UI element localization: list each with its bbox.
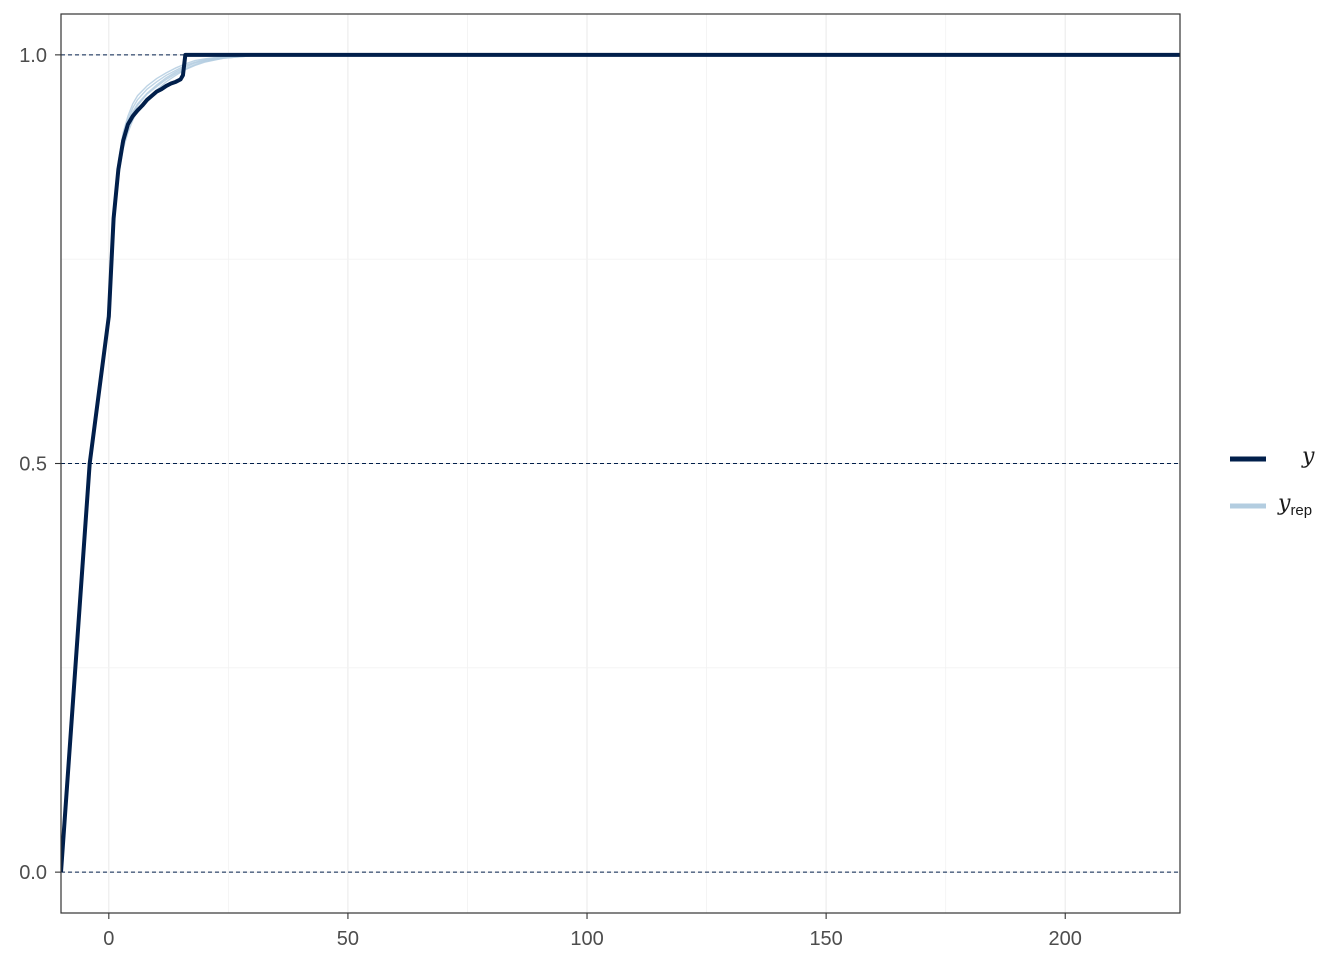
x-tick-label: 100 [570, 928, 603, 950]
x-tick-label: 0 [103, 928, 114, 950]
y-tick-label: 1.0 [19, 45, 47, 67]
legend-label-yrep-base: y [1277, 491, 1291, 516]
x-tick-label: 200 [1049, 928, 1082, 950]
x-axis-ticks: 0 50 100 150 200 [103, 913, 1082, 950]
legend: y yrep [1230, 444, 1315, 519]
y-axis-ticks: 0.0 0.5 1.0 [19, 45, 61, 884]
observed-line [61, 52, 1180, 873]
legend-label-y: y [1301, 444, 1315, 469]
observed-line-layer [61, 52, 1180, 873]
y-tick-label: 0.0 [19, 862, 47, 884]
grid-layer [61, 14, 1180, 913]
legend-label-yrep-subscript: rep [1290, 502, 1312, 519]
y-tick-label: 0.5 [19, 454, 47, 476]
x-tick-label: 50 [337, 928, 359, 950]
x-tick-label: 150 [809, 928, 842, 950]
legend-label-yrep: yrep [1277, 491, 1312, 519]
